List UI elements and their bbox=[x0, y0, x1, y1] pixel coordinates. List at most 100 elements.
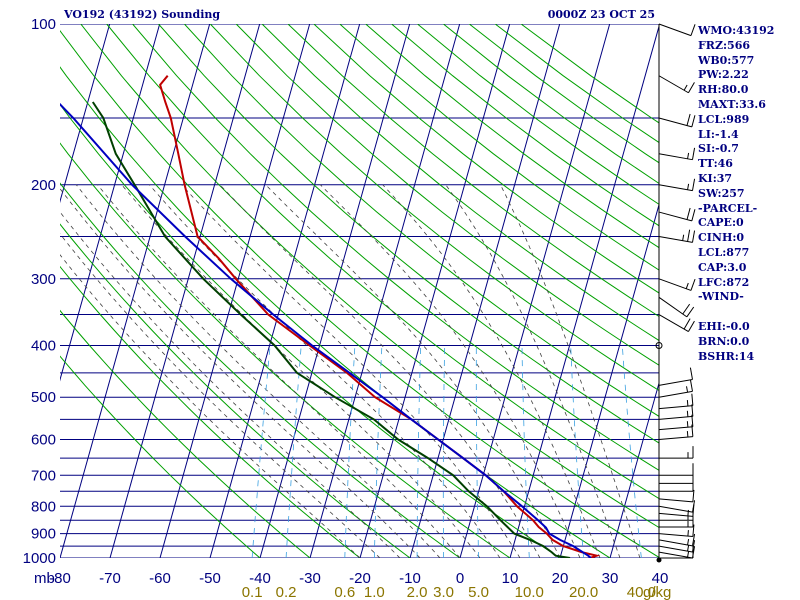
pressure-tick-label: 100 bbox=[31, 16, 56, 33]
barb-flag bbox=[691, 533, 696, 546]
barb-flag bbox=[686, 113, 691, 126]
barb-staff bbox=[658, 498, 693, 503]
chart-title: VO192 (43192) Sounding bbox=[64, 8, 221, 21]
index-entry: LCL:989 bbox=[698, 112, 750, 126]
surface-marker bbox=[656, 557, 662, 563]
barb-half-flag bbox=[686, 430, 689, 438]
temperature-tick-label: -60 bbox=[149, 570, 171, 587]
moist-adiabat bbox=[60, 254, 361, 558]
moist-adiabat bbox=[500, 184, 641, 558]
plot-background bbox=[60, 24, 659, 558]
barb-half-flag bbox=[687, 152, 690, 159]
barb-flag bbox=[691, 540, 696, 553]
isotherm-line bbox=[0, 24, 10, 558]
barb-staff bbox=[658, 117, 692, 128]
temperature-tick-label: -80 bbox=[49, 570, 71, 587]
mixing-ratio-label: 1.0 bbox=[364, 584, 385, 600]
barb-flag bbox=[688, 82, 695, 93]
index-entry: TT:46 bbox=[698, 157, 733, 171]
index-entry: MAXT:33.6 bbox=[698, 97, 766, 111]
mixing-ratio-label: 2.0 bbox=[407, 584, 428, 600]
pressure-tick-label: 800 bbox=[31, 498, 56, 515]
mixing-ratio-line bbox=[344, 345, 356, 558]
barb-half-flag bbox=[687, 545, 690, 552]
index-entry: CAPE:0 bbox=[698, 216, 744, 230]
pressure-tick-label: 700 bbox=[31, 467, 56, 484]
dry-adiabat bbox=[313, 24, 659, 294]
wind-barb bbox=[658, 524, 695, 538]
wind-barb bbox=[658, 500, 696, 513]
isotherm-line bbox=[559, 202, 659, 558]
wind-barb bbox=[658, 278, 696, 291]
mixing-ratio-line bbox=[416, 345, 422, 558]
barb-staff bbox=[658, 436, 693, 441]
moist-adiabat bbox=[149, 184, 501, 558]
barb-half-flag bbox=[687, 551, 690, 558]
index-entry: LI:-1.4 bbox=[698, 127, 739, 141]
barb-flag bbox=[691, 209, 696, 221]
sounding-traces bbox=[60, 75, 601, 558]
wind-barb bbox=[658, 489, 695, 503]
index-entry: SW:257 bbox=[698, 186, 745, 200]
barb-flag bbox=[683, 318, 691, 330]
temperature-tick-label: 40 bbox=[652, 570, 669, 587]
isotherm-line bbox=[109, 24, 261, 558]
wind-barb bbox=[659, 446, 694, 459]
wind-barb bbox=[658, 314, 695, 332]
mixing-ratio-label: 40.0 bbox=[627, 584, 656, 600]
stability-indices-panel: WMO:43192 FRZ:566 WB0:577 PW:2.22 RH:80.0 MAX… bbox=[698, 24, 774, 364]
index-entry: CINH:0 bbox=[698, 231, 745, 245]
barb-staff bbox=[658, 153, 693, 161]
mixing-ratio-label: 3.0 bbox=[433, 584, 454, 600]
index-entry: WMO:43192 bbox=[698, 24, 775, 37]
dry-adiabat bbox=[209, 24, 659, 392]
dry-adiabat bbox=[60, 29, 659, 558]
isotherm-line bbox=[60, 24, 211, 558]
mixing-ratio-line bbox=[442, 345, 446, 558]
dry-adiabat bbox=[60, 223, 411, 558]
dry-adiabat bbox=[60, 265, 361, 558]
barb-half-flag bbox=[687, 509, 689, 516]
dry-adiabat bbox=[60, 355, 261, 558]
isotherm-line bbox=[309, 24, 461, 558]
barb-flag bbox=[690, 24, 696, 36]
barb-half-flag bbox=[683, 84, 688, 91]
index-entry: LFC:872 bbox=[698, 275, 750, 289]
wind-barb bbox=[658, 296, 695, 318]
temperature-tick-label: -50 bbox=[199, 570, 221, 587]
temperature-tick-label: -30 bbox=[299, 570, 321, 587]
moist-adiabat bbox=[75, 184, 441, 558]
mixing-ratio-line bbox=[621, 345, 642, 558]
wind-barb bbox=[658, 367, 693, 386]
observation-time: 0000Z 23 OCT 25 bbox=[547, 8, 655, 21]
barb-flag bbox=[682, 303, 691, 315]
barb-half-flag bbox=[687, 530, 689, 537]
index-entry bbox=[698, 305, 774, 320]
index-entry: PW:2.22 bbox=[698, 68, 749, 82]
barb-staff bbox=[658, 184, 693, 192]
barb-staff bbox=[658, 512, 693, 517]
barb-half-flag bbox=[686, 421, 689, 428]
dry-adiabat bbox=[60, 309, 311, 558]
isotherm-line bbox=[60, 24, 161, 382]
dry-adiabat bbox=[60, 142, 511, 558]
barb-flag bbox=[691, 178, 696, 191]
mixing-ratio-label: 5.0 bbox=[468, 584, 489, 600]
dewpoint-trace bbox=[91, 101, 571, 558]
barb-flag bbox=[690, 278, 696, 291]
index-entry: LCL:877 bbox=[698, 245, 750, 259]
moist-adiabat bbox=[121, 184, 481, 558]
barb-staff bbox=[658, 390, 693, 398]
barb-staff bbox=[658, 296, 688, 318]
adiabat-lines bbox=[60, 24, 659, 558]
pressure-tick-label: 400 bbox=[31, 338, 56, 355]
barb-staff bbox=[658, 278, 692, 291]
barb-flag bbox=[687, 229, 691, 242]
isotherm-line bbox=[209, 24, 361, 558]
dry-adiabat bbox=[80, 24, 659, 529]
index-entry: FRZ:566 bbox=[698, 38, 751, 52]
moist-adiabat bbox=[60, 233, 381, 558]
isotherm-line bbox=[409, 24, 561, 558]
